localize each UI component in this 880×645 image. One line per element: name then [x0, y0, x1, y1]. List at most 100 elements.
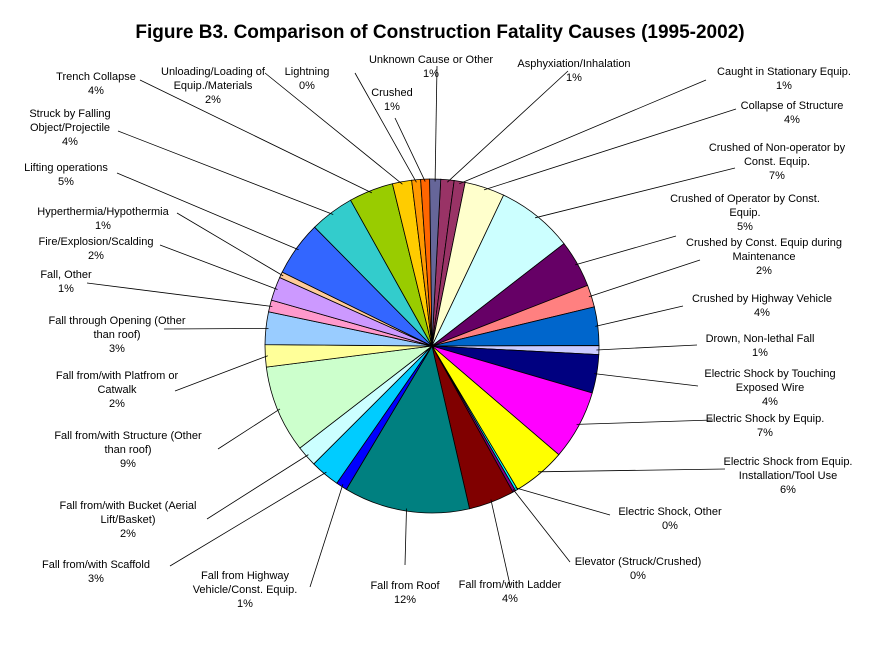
data-label-line: Fire/Explosion/Scalding — [39, 236, 154, 248]
data-label-line: 2% — [756, 265, 772, 277]
data-label-line: Fall from/with Platfrom or — [56, 370, 179, 382]
data-label-line: 1% — [566, 72, 582, 84]
data-label: Electric Shock by Equip. 7% — [706, 413, 825, 439]
data-label: Fall from/with Scaffold 3% — [42, 559, 150, 585]
leader-line — [86, 282, 273, 307]
data-label-line: 1% — [776, 80, 792, 92]
data-label-line: Electric Shock by Touching — [704, 368, 835, 380]
data-label-line: 1% — [423, 68, 439, 80]
data-label: Lightning 0% — [285, 66, 330, 92]
data-label: Fall from/with Bucket (Aerial Lift/Basket… — [60, 500, 197, 540]
data-label-line: than roof) — [93, 329, 140, 341]
data-label-line: Electric Shock from Equip. — [724, 456, 853, 468]
leader-line — [596, 344, 698, 351]
data-label-line: Vehicle/Const. Equip. — [193, 584, 298, 596]
data-label-line: 4% — [502, 593, 518, 605]
leader-line — [206, 454, 309, 520]
leader-line — [447, 70, 569, 183]
data-label-line: Const. Equip. — [744, 156, 810, 168]
data-label: Unloading/Loading of Equip./Materials 2% — [161, 66, 266, 106]
leader-line — [574, 235, 677, 266]
pie-slice-fall-from-with-structure-other-than-roof — [265, 345, 434, 449]
data-label-line: Crushed by Highway Vehicle — [692, 293, 832, 305]
data-label: Electric Shock, Other 0% — [618, 506, 722, 532]
data-label: Elevator (Struck/Crushed) 0% — [575, 556, 702, 582]
data-label-line: Electric Shock, Other — [618, 506, 722, 518]
data-label-line: Exposed Wire — [736, 382, 804, 394]
data-label: Crushed of Operator by Const. Equip. 5% — [670, 193, 820, 233]
data-label: Unknown Cause or Other 1% — [369, 54, 493, 80]
leader-line — [176, 212, 284, 277]
data-label-line: Fall from Highway — [201, 570, 290, 582]
data-label-line: 5% — [58, 176, 74, 188]
leader-line — [354, 72, 417, 183]
leader-line — [515, 487, 611, 516]
data-label-line: Electric Shock by Equip. — [706, 413, 825, 425]
leader-line — [163, 328, 269, 330]
leader-line — [595, 305, 684, 327]
leader-line — [537, 468, 726, 473]
data-label-line: 2% — [109, 398, 125, 410]
data-label-line: Collapse of Structure — [741, 100, 844, 112]
data-label-line: than roof) — [104, 444, 151, 456]
data-label: Fall from/with Platfrom or Catwalk 2% — [56, 370, 179, 410]
data-label-line: 4% — [784, 114, 800, 126]
data-label-line: Struck by Falling — [29, 108, 110, 120]
data-label-line: 1% — [95, 220, 111, 232]
data-label: Electric Shock by Touching Exposed Wire 4% — [704, 368, 835, 408]
data-label: Fire/Explosion/Scalding 2% — [39, 236, 154, 262]
leader-line — [174, 355, 268, 392]
leader-line — [116, 172, 299, 251]
data-label-line: Lifting operations — [24, 162, 108, 174]
data-label-line: Equip. — [729, 207, 760, 219]
data-label-line: Unknown Cause or Other — [369, 54, 493, 66]
data-label: Trench Collapse 4% — [56, 71, 136, 97]
data-label-line: Equip./Materials — [174, 80, 253, 92]
data-label-line: 5% — [737, 221, 753, 233]
data-label-line: 0% — [630, 570, 646, 582]
data-label-line: Lightning — [285, 66, 330, 78]
data-label-line: Drown, Non-lethal Fall — [706, 333, 815, 345]
data-label-line: 3% — [109, 343, 125, 355]
data-label-line: 4% — [762, 396, 778, 408]
data-label: Lifting operations 5% — [24, 162, 108, 188]
data-label-line: 2% — [120, 528, 136, 540]
data-label-line: Hyperthermia/Hypothermia — [37, 206, 169, 218]
data-label-line: 0% — [662, 520, 678, 532]
leader-line — [404, 508, 407, 566]
data-label-line: Asphyxiation/Inhalation — [517, 58, 630, 70]
leader-line — [512, 488, 571, 563]
data-label-line: 2% — [88, 250, 104, 262]
data-label-line: 1% — [58, 283, 74, 295]
data-label-line: 4% — [62, 136, 78, 148]
data-label: Crushed of Non-operator by Const. Equip. 7… — [709, 142, 846, 182]
leader-line — [535, 167, 736, 219]
data-label-line: 7% — [757, 427, 773, 439]
leader-line — [490, 499, 511, 586]
data-label-line: 1% — [752, 347, 768, 359]
data-label-line: 12% — [394, 594, 416, 606]
leader-line — [459, 79, 707, 185]
data-label: Collapse of Structure 4% — [741, 100, 844, 126]
data-label: Fall from/with Structure (Other than roof… — [54, 430, 202, 470]
data-label-line: Crushed — [371, 87, 413, 99]
leader-line — [309, 484, 344, 588]
data-label-line: 1% — [384, 101, 400, 113]
data-label-line: Maintenance — [733, 251, 796, 263]
data-label-line: Crushed of Non-operator by — [709, 142, 846, 154]
leader-line — [434, 65, 438, 182]
data-label-line: Object/Projectile — [30, 122, 110, 134]
data-label-line: 3% — [88, 573, 104, 585]
data-label-line: Crushed of Operator by Const. — [670, 193, 820, 205]
data-label-line: Fall, Other — [40, 269, 92, 281]
data-label-line: Crushed by Const. Equip during — [686, 237, 842, 249]
leader-line — [594, 373, 699, 387]
data-label: Caught in Stationary Equip. 1% — [717, 66, 851, 92]
data-label-line: 1% — [237, 598, 253, 610]
data-label-line: 7% — [769, 170, 785, 182]
data-label: Asphyxiation/Inhalation 1% — [517, 58, 630, 84]
data-label-line: Lift/Basket) — [100, 514, 155, 526]
data-label-line: Catwalk — [97, 384, 137, 396]
data-label: Crushed by Highway Vehicle 4% — [692, 293, 832, 319]
